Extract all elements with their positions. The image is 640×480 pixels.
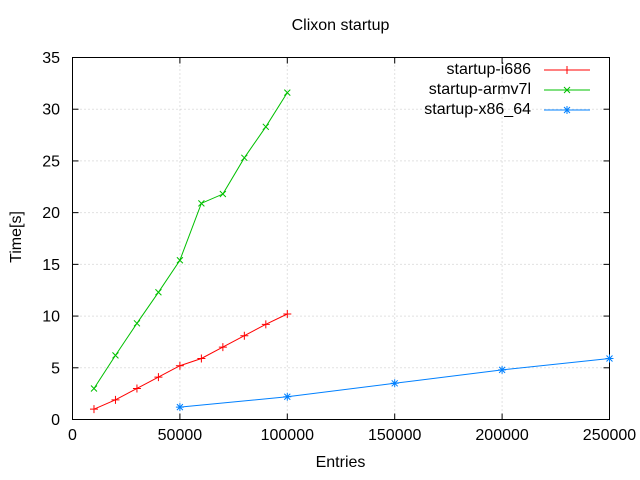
series-marker-cross-icon: [240, 154, 248, 162]
legend-label: startup-armv7l: [428, 81, 531, 98]
y-tick-label: 15: [42, 257, 60, 274]
series-marker-cross-icon: [283, 89, 291, 97]
series-marker-cross-icon: [112, 352, 119, 359]
series-marker-asterisk-icon: [563, 106, 571, 114]
series-line-startup-i686: [93, 313, 288, 410]
y-tick-label: 35: [42, 50, 60, 67]
series-marker-asterisk-icon: [283, 392, 292, 401]
series-marker-plus-icon: [563, 66, 571, 74]
legend-line-sample-icon: [544, 86, 590, 94]
legend-item-x86_64: startup-x86_64: [424, 100, 591, 120]
series-marker-plus-icon: [89, 405, 98, 414]
x-tick-label: 100000: [261, 427, 314, 444]
y-tick-label: 20: [42, 205, 60, 222]
series-marker-cross-icon: [133, 319, 141, 327]
series-marker-asterisk-icon: [175, 403, 184, 412]
series-marker-plus-icon: [111, 395, 120, 404]
series-marker-cross-icon: [198, 199, 205, 207]
y-tick-label: 5: [51, 360, 60, 377]
x-tick-label: 50000: [158, 427, 203, 444]
y-tick-label: 25: [42, 153, 60, 170]
x-tick-label: 150000: [368, 427, 421, 444]
legend-line-sample-icon: [544, 66, 590, 74]
chart-title: Clixon startup: [291, 17, 390, 34]
y-axis-label: Time[s]: [8, 211, 25, 263]
series-marker-cross-icon: [219, 190, 227, 198]
legend: startup-i686 startup-armv7l startup-x86_…: [424, 60, 591, 120]
series-marker-cross-icon: [262, 123, 270, 131]
series-marker-asterisk-icon: [498, 365, 507, 374]
series-marker-plus-icon: [261, 320, 270, 329]
plot-border: [72, 57, 610, 420]
y-tick-label: 10: [42, 309, 60, 326]
legend-label: startup-x86_64: [424, 101, 531, 118]
y-tick-label: 0: [51, 412, 60, 429]
series-marker-asterisk-icon: [390, 379, 399, 388]
series-marker-cross-icon: [176, 256, 184, 264]
series-marker-plus-icon: [197, 354, 206, 363]
x-tick-label: 250000: [583, 427, 636, 444]
legend-line-sample-icon: [544, 106, 590, 114]
legend-item-i686: startup-i686: [424, 60, 591, 80]
series-marker-plus-icon: [175, 361, 184, 370]
x-tick-label: 0: [68, 427, 77, 444]
series-marker-cross-icon: [90, 385, 98, 392]
series-marker-plus-icon: [218, 343, 227, 352]
series-marker-cross-icon: [155, 288, 162, 296]
series-line-startup-armv7l: [93, 92, 288, 389]
series-marker-plus-icon: [240, 331, 249, 340]
series-marker-cross-icon: [563, 86, 571, 94]
series-marker-asterisk-icon: [605, 354, 614, 363]
series-marker-plus-icon: [283, 310, 292, 319]
legend-item-armv7l: startup-armv7l: [424, 80, 591, 100]
series-marker-plus-icon: [132, 384, 141, 393]
series-marker-plus-icon: [154, 373, 163, 382]
x-axis-label: Entries: [315, 454, 366, 471]
y-tick-label: 30: [42, 102, 60, 119]
x-tick-label: 200000: [475, 427, 528, 444]
legend-label: startup-i686: [446, 61, 532, 78]
